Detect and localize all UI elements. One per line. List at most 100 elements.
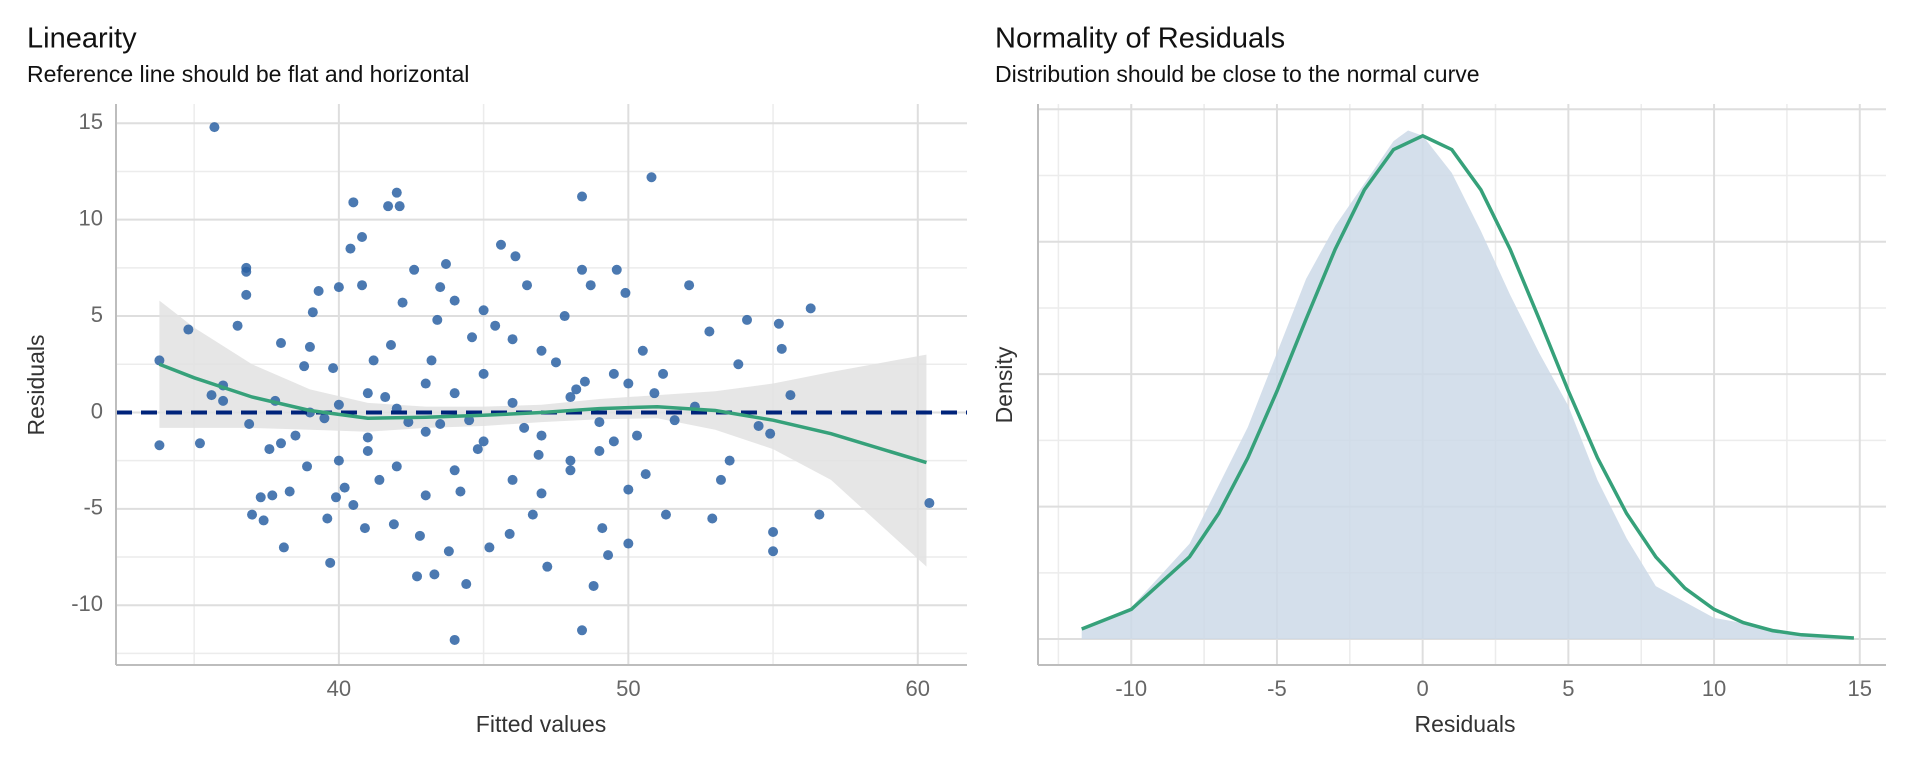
point [623,484,634,495]
point [753,420,764,431]
point [623,538,634,549]
x-tick-label: 5 [1562,676,1574,701]
point [542,561,553,572]
point [585,280,596,291]
point [611,264,622,275]
point [391,187,402,198]
point [577,264,588,275]
point [247,509,258,520]
point [218,395,229,406]
point [478,305,489,316]
x-tick-label: -5 [1267,676,1287,701]
point [742,314,753,325]
point [348,499,359,510]
point [478,368,489,379]
point [443,546,454,557]
point [357,280,368,291]
point [278,542,289,553]
chart-subtitle: Distribution should be close to the norm… [995,61,1480,87]
point [594,417,605,428]
chart-subtitle: Reference line should be flat and horizo… [27,61,469,87]
point [241,289,252,300]
point [333,455,344,466]
point [733,359,744,370]
point [154,355,165,366]
point [640,469,651,480]
point [322,513,333,524]
y-tick-label: 15 [79,109,103,134]
point [646,172,657,183]
point [330,492,341,503]
point [362,446,373,457]
chart-title: Normality of Residuals [995,23,1285,55]
point [660,509,671,520]
point [409,264,420,275]
x-tick-label: -10 [1115,676,1147,701]
point [522,280,533,291]
y-tick-label: -10 [71,591,103,616]
point [785,390,796,401]
point [258,515,269,526]
smooth-line [158,362,928,465]
point [183,324,194,335]
point [536,430,547,441]
point [403,417,414,428]
point [559,311,570,322]
point [594,446,605,457]
point [565,455,576,466]
point [426,355,437,366]
point [345,243,356,254]
point [765,428,776,439]
point [704,326,715,337]
point [333,399,344,410]
point [420,490,431,501]
point [577,191,588,202]
point [325,557,336,568]
y-axis-title: Density [991,346,1017,423]
point [510,251,521,262]
point [449,465,460,476]
point [299,361,310,372]
point [632,430,643,441]
x-axis-title: Residuals [1415,711,1516,737]
y-tick-label: 10 [79,205,103,230]
point [507,474,518,485]
point [440,259,451,270]
point [232,320,243,331]
point [385,339,396,350]
point [455,486,466,497]
point [429,569,440,580]
point [304,341,315,352]
point [620,287,631,298]
point [504,528,515,539]
point [394,201,405,212]
point [397,297,408,308]
point [194,438,205,449]
point [507,397,518,408]
point [464,415,475,426]
point [154,440,165,451]
point [768,546,779,557]
point [412,571,423,582]
point [565,392,576,403]
point [461,579,472,590]
point [339,482,350,493]
point [571,384,582,395]
x-tick-label: 0 [1417,676,1429,701]
x-tick-label: 40 [327,676,351,701]
point [391,461,402,472]
point [588,580,599,591]
point [284,486,295,497]
point [209,122,220,133]
point [484,542,495,553]
point [420,378,431,389]
point [255,492,266,503]
point [669,415,680,426]
x-tick-label: 60 [906,676,930,701]
point [536,488,547,499]
point [275,338,286,349]
point [715,474,726,485]
point [432,314,443,325]
point [579,376,590,387]
